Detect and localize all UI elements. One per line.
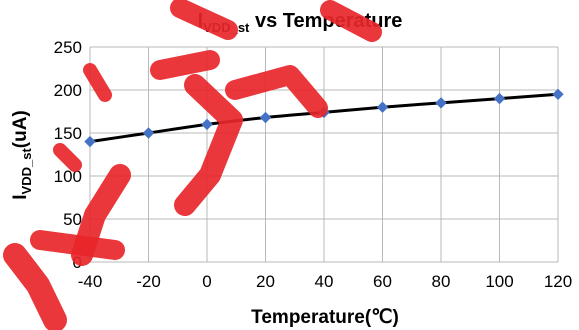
y-axis-title: IVDD_st(uA) [10,110,34,200]
watermark-stroke [174,74,243,216]
x-tick-label: 20 [256,272,275,291]
x-tick-label: 80 [432,272,451,291]
x-tick-label: -20 [136,272,161,291]
data-point-marker [493,92,506,105]
watermark-stroke [30,230,125,260]
x-tick-labels: -40 -20 0 20 40 60 80 100 120 [78,272,572,291]
x-axis-title: Temperature(℃) [251,307,399,328]
x-tick-label: 120 [544,272,572,291]
y-tick-label: 250 [54,38,82,57]
watermark-stamp [3,0,382,330]
watermark-stroke [83,63,112,102]
data-point-marker [376,101,389,113]
data-markers [84,88,564,148]
x-tick-label: -40 [78,272,103,291]
y-tick-label: 200 [54,81,82,100]
y-axis-title-subscript: VDD_st [19,148,34,195]
data-point-marker [435,97,447,109]
data-point-marker [201,118,213,131]
y-tick-label: 150 [54,124,82,143]
watermark-stroke [3,243,67,330]
x-tick-label: 0 [202,272,211,291]
watermark-stroke [150,50,220,80]
x-tick-label: 100 [485,272,513,291]
watermark-stroke [320,0,382,42]
watermark-stroke [170,0,238,40]
data-point-marker [259,111,272,124]
data-point-marker [552,88,564,101]
y-axis-title-main: I [10,194,31,199]
data-point-marker [84,135,96,148]
y-axis-title-rest: (uA) [10,110,31,148]
y-tick-label: 50 [63,210,82,229]
x-tick-label: 60 [373,272,392,291]
watermark-stroke [225,65,328,118]
watermark-stroke [53,143,82,172]
data-point-marker [142,127,155,139]
x-tick-label: 40 [315,272,334,291]
